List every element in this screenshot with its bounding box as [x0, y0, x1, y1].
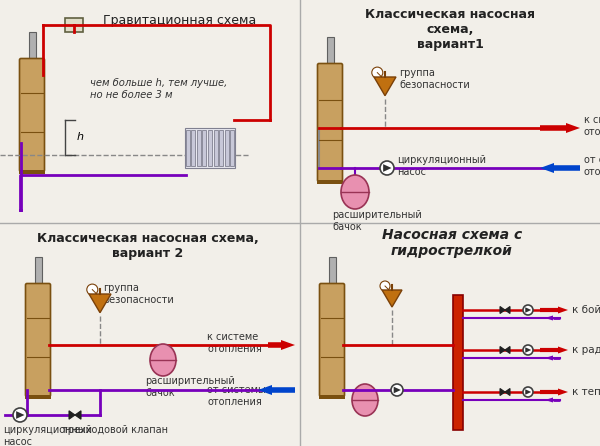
Bar [208, 130, 212, 166]
Bar [186, 130, 190, 166]
Polygon shape [505, 388, 510, 396]
Text: к системе
отопления: к системе отопления [207, 332, 262, 354]
Text: Гравитационная схема: Гравитационная схема [103, 14, 257, 27]
Polygon shape [558, 306, 568, 314]
Text: к системе
отопления: к системе отопления [584, 115, 600, 137]
Polygon shape [540, 163, 554, 173]
Circle shape [87, 284, 98, 295]
Polygon shape [525, 347, 531, 353]
Text: от системы
отопления: от системы отопления [584, 155, 600, 177]
Bar [191, 130, 196, 166]
Ellipse shape [341, 175, 369, 209]
Bar [224, 130, 229, 166]
Bar [326, 37, 334, 65]
Polygon shape [558, 388, 568, 396]
Text: h: h [77, 132, 84, 143]
Text: группа
безопасности: группа безопасности [399, 68, 470, 90]
Text: к радиаторам: к радиаторам [572, 345, 600, 355]
Circle shape [523, 305, 533, 315]
Bar [65, 18, 83, 32]
Text: к теплому полу: к теплому полу [572, 387, 600, 397]
FancyBboxPatch shape [317, 63, 343, 182]
Bar [230, 130, 234, 166]
Bar [19, 170, 45, 174]
Polygon shape [374, 77, 396, 96]
Polygon shape [545, 355, 553, 360]
Bar [219, 130, 223, 166]
Circle shape [391, 384, 403, 396]
Text: циркуляционный
насос: циркуляционный насос [3, 425, 92, 446]
Circle shape [523, 345, 533, 355]
Polygon shape [500, 347, 505, 354]
Text: Насосная схема с
гидрострелкой: Насосная схема с гидрострелкой [382, 228, 522, 258]
Bar [453, 295, 463, 430]
Polygon shape [500, 306, 505, 314]
Polygon shape [383, 164, 392, 172]
Polygon shape [525, 307, 531, 313]
Polygon shape [89, 294, 111, 313]
Text: циркуляционный
насос: циркуляционный насос [397, 155, 486, 177]
Circle shape [380, 161, 394, 175]
Polygon shape [545, 397, 553, 402]
Bar [317, 180, 343, 184]
Ellipse shape [150, 344, 176, 376]
Polygon shape [75, 411, 81, 419]
Bar [202, 130, 206, 166]
Bar [185, 128, 235, 168]
Text: группа
безопасности: группа безопасности [103, 283, 174, 305]
Polygon shape [16, 411, 25, 419]
FancyBboxPatch shape [19, 58, 44, 172]
Bar [25, 395, 51, 399]
Bar [319, 395, 345, 399]
Polygon shape [500, 388, 505, 396]
Polygon shape [558, 347, 568, 354]
Bar [35, 257, 41, 285]
Text: к бойлеру: к бойлеру [572, 305, 600, 315]
Polygon shape [525, 389, 531, 395]
Circle shape [372, 67, 383, 78]
Text: расширительный
бачок: расширительный бачок [332, 210, 422, 231]
Text: Классическая насосная схема,
вариант 2: Классическая насосная схема, вариант 2 [37, 232, 259, 260]
Polygon shape [545, 315, 553, 321]
Bar [329, 257, 335, 285]
Polygon shape [566, 123, 580, 133]
Text: Классическая насосная
схема,
вариант1: Классическая насосная схема, вариант1 [365, 8, 535, 51]
FancyBboxPatch shape [25, 284, 50, 396]
Polygon shape [505, 306, 510, 314]
Polygon shape [505, 347, 510, 354]
Text: от системы
отопления: от системы отопления [207, 385, 266, 407]
Circle shape [523, 387, 533, 397]
Text: чем больше h, тем лучше,
но не более 3 м: чем больше h, тем лучше, но не более 3 м [90, 78, 227, 99]
FancyBboxPatch shape [320, 284, 344, 396]
Polygon shape [394, 387, 401, 393]
Text: расширительный
бачок: расширительный бачок [145, 376, 235, 397]
Bar [214, 130, 218, 166]
Polygon shape [281, 340, 295, 350]
Ellipse shape [352, 384, 378, 416]
Bar [29, 32, 35, 60]
Polygon shape [258, 385, 272, 395]
Polygon shape [382, 290, 402, 307]
Bar [197, 130, 201, 166]
Circle shape [380, 281, 390, 291]
Circle shape [13, 408, 27, 422]
Polygon shape [69, 411, 75, 419]
Text: трехходовой клапан: трехходовой клапан [62, 425, 168, 435]
